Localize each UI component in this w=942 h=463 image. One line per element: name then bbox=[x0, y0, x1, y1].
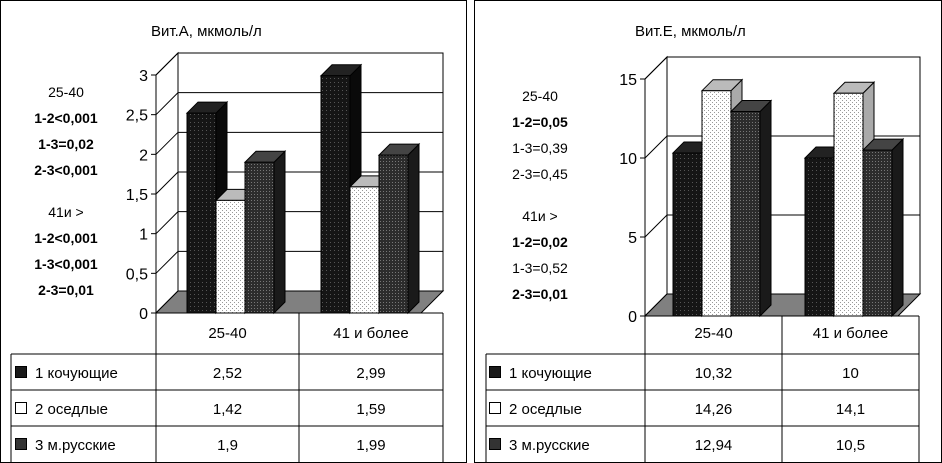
annotation: 2-3=0,01 bbox=[512, 286, 568, 302]
category-label: 25-40 bbox=[694, 325, 733, 342]
annotation: 2-3=0,01 bbox=[38, 282, 94, 298]
data-cell: 2,99 bbox=[356, 365, 386, 382]
data-cell: 1,9 bbox=[217, 437, 238, 454]
legend-nomadic: 1 кочующие bbox=[489, 356, 592, 392]
y-tick-label: 1 bbox=[139, 227, 148, 244]
legend-label: 3 м.русские bbox=[509, 437, 590, 454]
gridline bbox=[155, 52, 443, 76]
legend-russian: 3 м.русские bbox=[489, 428, 590, 462]
y-tick-label: 2,5 bbox=[126, 108, 148, 125]
side-wall bbox=[644, 55, 668, 318]
significance-annotations: 25-40 1-2=0,05 1-3=0,39 2-3=0,45 41и > 1… bbox=[475, 83, 605, 307]
data-cell: 10,32 bbox=[694, 365, 733, 382]
vitamin-a-panel: 0 0,5 1 1,5 2 2,5 3 Вит.А, мкмоль/л 25-40 1-2<… bbox=[0, 0, 467, 463]
annotation: 2-3<0,001 bbox=[34, 162, 98, 178]
y-tick-label: 3 bbox=[139, 68, 148, 85]
y-tick-label: 5 bbox=[628, 230, 637, 247]
annotation: 1-2=0,05 bbox=[512, 114, 568, 130]
annotation: 1-2<0,001 bbox=[34, 230, 98, 246]
legend-swatch bbox=[15, 438, 27, 451]
category-label: 41 и более bbox=[333, 325, 409, 342]
y-tick-label: 15 bbox=[619, 72, 637, 89]
annotation: 1-2=0,02 bbox=[512, 234, 568, 250]
y-tick-label: 2 bbox=[139, 147, 148, 164]
category-label: 25-40 bbox=[208, 325, 247, 342]
legend-swatch bbox=[489, 366, 501, 379]
annotation: 1-3=0,39 bbox=[512, 140, 568, 156]
chart-title: Вит.А, мкмоль/л bbox=[151, 23, 262, 40]
legend-label: 3 м.русские bbox=[35, 437, 116, 454]
annotation: 1-3<0,001 bbox=[34, 256, 98, 272]
legend-settled: 2 оседлые bbox=[489, 392, 582, 428]
annotation: 1-2<0,001 bbox=[34, 110, 98, 126]
bar-russian bbox=[861, 137, 905, 318]
y-tick-label: 0,5 bbox=[126, 266, 148, 283]
legend-label: 1 кочующие bbox=[35, 365, 118, 382]
bar-russian bbox=[729, 99, 773, 318]
legend-nomadic: 1 кочующие bbox=[15, 356, 118, 392]
annotation: 41и > bbox=[522, 208, 558, 224]
vitamin-a-chart: 0 0,5 1 1,5 2 2,5 3 bbox=[10, 51, 445, 462]
data-cell: 12,94 bbox=[694, 437, 733, 454]
data-cell: 1,99 bbox=[356, 437, 386, 454]
legend-label: 2 оседлые bbox=[509, 401, 582, 418]
category-label: 41 и более bbox=[812, 325, 889, 342]
legend-label: 2 оседлые bbox=[35, 401, 108, 418]
annotation: 1-3=0,02 bbox=[38, 136, 94, 152]
y-tick-label: 0 bbox=[628, 309, 637, 326]
data-cell: 1,42 bbox=[212, 401, 243, 418]
legend-swatch bbox=[15, 402, 27, 415]
legend-swatch bbox=[489, 402, 501, 415]
annotation: 1-3=0,52 bbox=[512, 260, 568, 276]
annotation: 25-40 bbox=[48, 84, 84, 100]
data-cell: 2,52 bbox=[212, 365, 243, 382]
vitamin-e-panel: 0 5 10 15 Вит.Е, мкмоль/л 25-40 1-2=0,05 1-… bbox=[474, 0, 942, 463]
bar-russian bbox=[377, 142, 421, 315]
gridline bbox=[644, 56, 920, 80]
annotation: 25-40 bbox=[522, 88, 558, 104]
data-cell: 10,5 bbox=[835, 437, 866, 454]
legend-russian: 3 м.русские bbox=[15, 428, 116, 462]
chart-title: Вит.Е, мкмоль/л bbox=[635, 23, 746, 40]
legend-swatch bbox=[489, 438, 501, 451]
legend-settled: 2 оседлые bbox=[15, 392, 108, 428]
significance-annotations: 25-40 1-2<0,001 1-3=0,02 2-3<0,001 41и >… bbox=[1, 79, 131, 303]
legend-swatch bbox=[15, 366, 27, 379]
vitamin-e-chart: 0 5 10 15 bbox=[485, 55, 922, 462]
data-cell: 1,59 bbox=[356, 401, 386, 418]
legend-label: 1 кочующие bbox=[509, 365, 592, 382]
data-cell: 14,1 bbox=[835, 401, 866, 418]
annotation: 2-3=0,45 bbox=[512, 166, 568, 182]
y-tick-label: 10 bbox=[619, 151, 637, 168]
data-cell: 14,26 bbox=[694, 401, 733, 418]
y-tick-label: 1,5 bbox=[126, 187, 148, 204]
annotation: 41и > bbox=[48, 204, 84, 220]
bar-russian bbox=[243, 150, 287, 315]
y-tick-label: 0 bbox=[139, 306, 148, 323]
data-cell: 10 bbox=[842, 365, 859, 382]
